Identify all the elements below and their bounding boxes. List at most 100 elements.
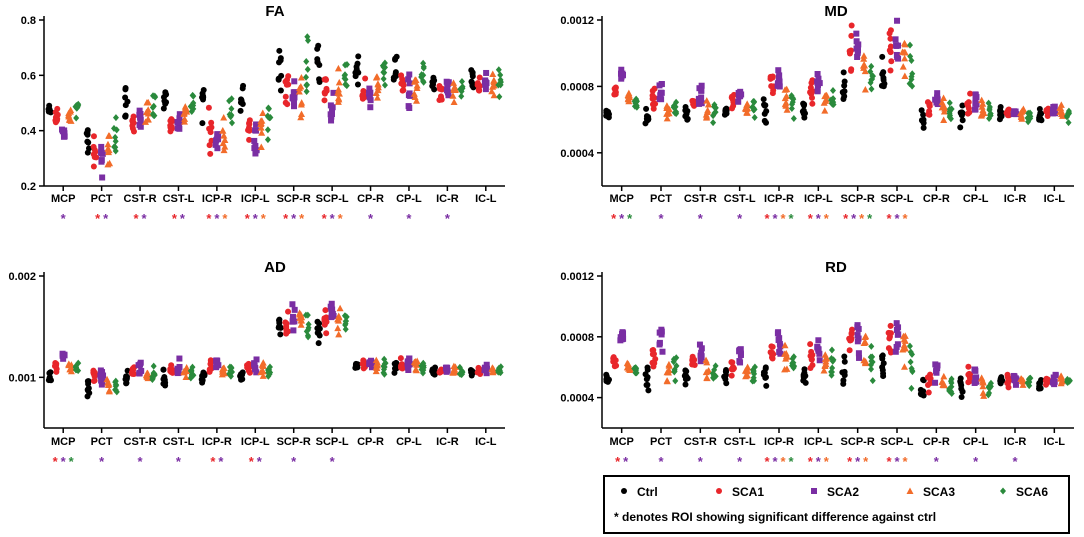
x-tick-label: CST-L bbox=[724, 436, 756, 448]
data-point-sca3 bbox=[663, 114, 671, 122]
data-point-sca6 bbox=[420, 59, 427, 67]
x-tick-label: IC-L bbox=[475, 436, 497, 448]
data-point-sca1 bbox=[612, 357, 619, 364]
category-points-cst-r bbox=[122, 84, 159, 135]
data-point-sca3 bbox=[899, 63, 907, 70]
data-point-sca6 bbox=[788, 105, 795, 113]
data-point-sca6 bbox=[305, 36, 312, 44]
data-point-sca1 bbox=[1043, 375, 1050, 382]
data-point-ctrl bbox=[683, 368, 690, 375]
category-points-scp-r bbox=[839, 322, 876, 387]
significance-star-sca2: * bbox=[291, 211, 297, 226]
data-point-sca6 bbox=[420, 359, 427, 367]
data-point-sca6 bbox=[112, 114, 119, 122]
data-point-sca2 bbox=[327, 102, 334, 109]
data-point-sca6 bbox=[150, 362, 157, 370]
data-point-sca3 bbox=[374, 81, 382, 88]
y-tick-label: 0.0012 bbox=[560, 271, 594, 283]
y-tick-label: 0.2 bbox=[21, 181, 36, 193]
data-point-sca3 bbox=[413, 84, 421, 92]
x-tick-label: ICP-L bbox=[804, 436, 833, 448]
data-point-sca2 bbox=[815, 337, 822, 344]
data-point-ctrl bbox=[123, 379, 130, 386]
data-point-sca2 bbox=[816, 80, 823, 87]
data-point-sca6 bbox=[829, 100, 836, 108]
data-point-sca6 bbox=[381, 81, 388, 89]
data-point-sca1 bbox=[92, 148, 99, 155]
x-tick-label: CST-R bbox=[124, 436, 157, 448]
data-point-sca6 bbox=[790, 115, 797, 123]
data-point-ctrl bbox=[841, 372, 848, 379]
x-tick-label: MCP bbox=[609, 436, 633, 448]
data-point-sca2 bbox=[855, 41, 862, 48]
data-point-sca1 bbox=[689, 97, 696, 104]
significance-star-sca6: * bbox=[627, 211, 633, 226]
data-point-sca3 bbox=[257, 124, 265, 131]
data-point-sca6 bbox=[190, 105, 197, 113]
data-point-sca2 bbox=[289, 94, 296, 101]
data-point-sca3 bbox=[823, 92, 831, 99]
significance-star-sca3: * bbox=[902, 211, 908, 226]
data-point-sca2 bbox=[659, 348, 666, 355]
data-point-ctrl bbox=[684, 108, 691, 115]
data-point-sca6 bbox=[672, 377, 679, 385]
significance-star-sca2: * bbox=[368, 211, 374, 226]
data-point-ctrl bbox=[920, 124, 927, 131]
legend-marker-ctrl bbox=[621, 488, 627, 494]
data-point-sca2 bbox=[253, 121, 260, 128]
data-point-ctrl bbox=[199, 120, 206, 127]
data-point-sca1 bbox=[322, 307, 329, 314]
data-point-sca6 bbox=[710, 119, 717, 127]
significance-star-sca3: * bbox=[780, 211, 786, 226]
significance-star-sca2: * bbox=[658, 454, 664, 469]
data-point-sca1 bbox=[849, 326, 856, 333]
data-point-sca6 bbox=[906, 342, 913, 350]
data-point-sca6 bbox=[302, 311, 309, 319]
data-point-sca2 bbox=[972, 106, 979, 113]
x-tick-label: ICP-L bbox=[241, 193, 270, 205]
data-point-ctrl bbox=[84, 127, 91, 134]
category-points-scp-r bbox=[275, 301, 312, 341]
data-point-sca2 bbox=[214, 133, 221, 140]
x-tick-label: ICP-R bbox=[202, 436, 232, 448]
data-point-sca2 bbox=[175, 366, 182, 373]
data-point-sca1 bbox=[888, 58, 895, 65]
data-point-sca6 bbox=[987, 112, 994, 120]
significance-star-sca2: * bbox=[816, 211, 822, 226]
data-point-sca3 bbox=[1057, 101, 1065, 108]
data-point-ctrl bbox=[355, 53, 362, 60]
data-point-sca2 bbox=[443, 364, 450, 371]
data-point-ctrl bbox=[841, 353, 848, 360]
legend-marker-sca2 bbox=[811, 488, 817, 494]
data-point-sca2 bbox=[176, 125, 183, 132]
data-point-sca1 bbox=[399, 87, 406, 94]
data-point-sca2 bbox=[405, 76, 412, 83]
data-point-ctrl bbox=[390, 76, 397, 83]
data-point-sca3 bbox=[821, 107, 829, 114]
data-point-sca6 bbox=[73, 114, 80, 122]
data-point-sca3 bbox=[821, 351, 829, 358]
y-tick-label: 0.8 bbox=[21, 15, 36, 27]
category-points-cp-l bbox=[957, 363, 994, 401]
data-point-sca6 bbox=[418, 71, 425, 79]
data-point-ctrl bbox=[840, 380, 847, 387]
category-points-icp-r bbox=[198, 357, 236, 386]
data-point-sca1 bbox=[207, 358, 214, 365]
x-tick-label: CP-L bbox=[396, 436, 422, 448]
data-point-sca6 bbox=[112, 133, 119, 141]
data-point-sca2 bbox=[973, 101, 980, 108]
category-points-cst-l bbox=[721, 88, 758, 121]
significance-star-sca3: * bbox=[780, 454, 786, 469]
data-point-sca6 bbox=[419, 366, 426, 374]
data-point-sca2 bbox=[137, 361, 144, 368]
data-point-ctrl bbox=[800, 377, 807, 384]
data-point-sca2 bbox=[776, 83, 783, 90]
data-point-sca2 bbox=[894, 331, 901, 338]
data-point-sca3 bbox=[901, 345, 909, 352]
significance-star-sca1: * bbox=[886, 211, 892, 226]
data-point-sca2 bbox=[406, 90, 413, 97]
data-point-ctrl bbox=[958, 382, 965, 389]
data-point-sca2 bbox=[972, 375, 979, 382]
significance-star-sca3: * bbox=[261, 211, 267, 226]
